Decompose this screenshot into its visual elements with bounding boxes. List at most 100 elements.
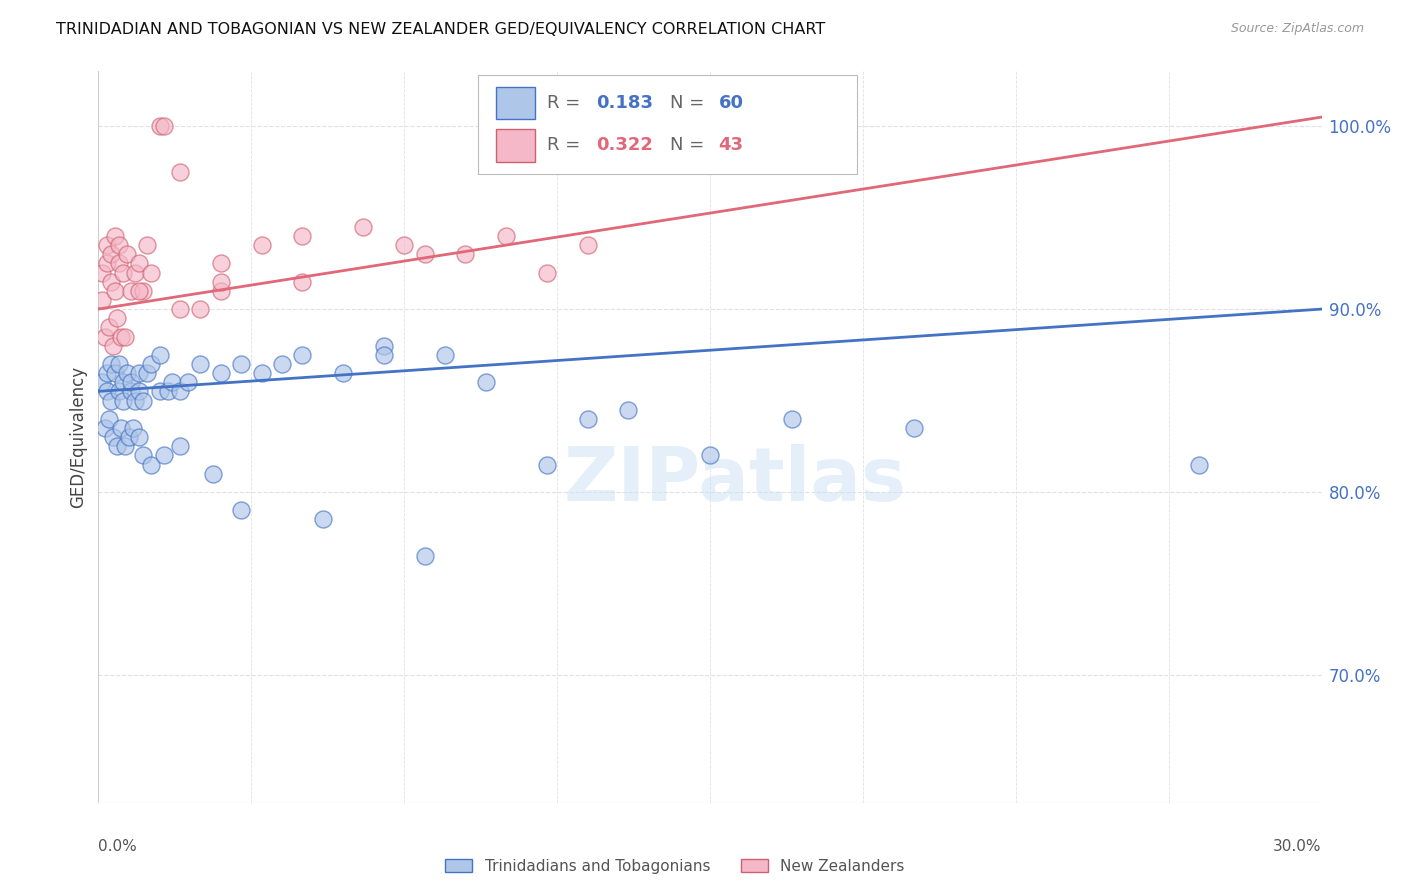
Point (169, 302, 191, 317)
Point (108, 256, 131, 270)
Point (141, 458, 163, 472)
Text: 43: 43 (718, 136, 744, 154)
Text: ZIPatlas: ZIPatlas (564, 444, 905, 517)
Point (270, 357, 294, 371)
Point (104, 366, 127, 380)
Point (291, 348, 314, 362)
Point (128, 284, 150, 298)
Text: TRINIDADIAN AND TOBAGONIAN VS NEW ZEALANDER GED/EQUIVALENCY CORRELATION CHART: TRINIDADIAN AND TOBAGONIAN VS NEW ZEALAN… (56, 22, 825, 37)
Point (169, 165, 191, 179)
Point (128, 430, 150, 444)
Point (495, 229, 517, 244)
Point (136, 366, 159, 380)
Point (780, 412, 803, 426)
Point (231, 357, 253, 371)
Point (132, 449, 155, 463)
Point (177, 376, 200, 390)
Point (188, 302, 212, 317)
Point (474, 376, 498, 390)
Point (128, 384, 150, 399)
Point (115, 366, 138, 380)
Point (169, 384, 191, 399)
Point (149, 384, 172, 399)
FancyBboxPatch shape (478, 75, 856, 174)
Point (110, 421, 132, 435)
Point (110, 329, 132, 343)
Point (576, 412, 599, 426)
Point (250, 366, 273, 380)
Text: 30.0%: 30.0% (1274, 839, 1322, 855)
Point (188, 357, 212, 371)
Text: 0.183: 0.183 (596, 95, 654, 112)
Point (111, 266, 134, 280)
Point (617, 402, 640, 417)
Point (209, 284, 232, 298)
Point (124, 266, 146, 280)
Point (100, 357, 122, 371)
Point (433, 348, 456, 362)
Point (97, 320, 120, 334)
Point (699, 449, 721, 463)
Point (104, 229, 127, 244)
Point (111, 376, 134, 390)
Text: N =: N = (669, 136, 710, 154)
Point (136, 238, 159, 252)
Text: Source: ZipAtlas.com: Source: ZipAtlas.com (1230, 22, 1364, 36)
Point (100, 275, 122, 289)
Point (91, 376, 114, 390)
Point (114, 439, 136, 453)
Point (101, 430, 124, 444)
Text: R =: R = (547, 95, 586, 112)
Point (91, 293, 114, 307)
Point (536, 458, 558, 472)
Point (96, 238, 118, 252)
Point (108, 384, 131, 399)
Point (169, 439, 191, 453)
Point (231, 503, 253, 517)
Point (128, 366, 150, 380)
FancyBboxPatch shape (496, 87, 536, 120)
Point (96, 256, 118, 270)
Point (141, 357, 163, 371)
Point (96, 384, 118, 399)
Point (373, 339, 395, 353)
Text: 60: 60 (718, 95, 744, 112)
Point (352, 219, 374, 234)
Point (100, 393, 122, 408)
Point (291, 229, 314, 244)
Point (97, 412, 120, 426)
Point (152, 120, 174, 134)
Point (201, 467, 224, 481)
Text: 0.0%: 0.0% (98, 839, 138, 855)
Point (124, 393, 146, 408)
Point (91, 266, 114, 280)
Point (413, 549, 436, 563)
Point (152, 449, 174, 463)
Point (209, 256, 232, 270)
Point (250, 238, 273, 252)
Point (209, 366, 232, 380)
Point (903, 421, 925, 435)
Point (312, 512, 335, 526)
Point (160, 376, 183, 390)
Point (536, 266, 558, 280)
Point (122, 421, 145, 435)
Text: R =: R = (547, 136, 586, 154)
Point (108, 357, 131, 371)
Point (111, 393, 134, 408)
Point (454, 247, 477, 261)
Point (118, 430, 141, 444)
Point (115, 247, 138, 261)
Point (101, 339, 124, 353)
Text: 0.322: 0.322 (596, 136, 654, 154)
Point (1188, 458, 1211, 472)
FancyBboxPatch shape (496, 129, 536, 161)
Point (149, 348, 172, 362)
Point (291, 275, 314, 289)
Point (141, 266, 163, 280)
Y-axis label: GED/Equivalency: GED/Equivalency (69, 366, 87, 508)
Point (104, 284, 127, 298)
Point (96, 366, 118, 380)
Point (120, 384, 142, 399)
Point (413, 247, 436, 261)
